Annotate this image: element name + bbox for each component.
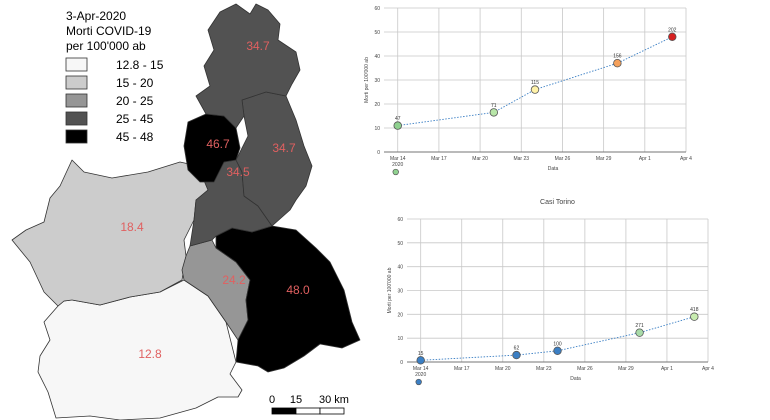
x-tick-label-6: Apr 1 (661, 366, 673, 372)
data-label-0: 15 (418, 351, 424, 357)
data-label-0: 47 (395, 116, 401, 122)
x-tick-label-4: Mar 26 (555, 156, 571, 162)
legend-label-1: 15 - 20 (116, 76, 154, 90)
x-tick-label-7: Apr 4 (702, 366, 714, 372)
scale-bar-segment-2 (295, 407, 321, 415)
scale-bar-label-15: 15 (290, 394, 302, 406)
x-tick-label-5: Mar 29 (596, 156, 612, 162)
province-label-cuneo: 12.8 (138, 347, 162, 361)
province-area-vco (195, 3, 301, 129)
province-label-vco: 34.7 (246, 39, 270, 53)
data-point-4 (668, 32, 677, 41)
y-tick-label-5: 50 (397, 241, 403, 247)
data-label-3: 271 (635, 323, 644, 329)
series-line (420, 316, 695, 361)
legend-swatch-1 (65, 75, 88, 90)
x-tick-label-1: Mar 17 (454, 366, 470, 372)
scale-bar-segment-1 (271, 407, 297, 415)
legend-swatch-0 (65, 57, 88, 72)
y-axis-title: Morti per 100'000 ab (387, 267, 393, 313)
data-label-2: 115 (531, 80, 539, 86)
data-point-4 (690, 312, 699, 321)
province-label-alessandria: 48.0 (286, 283, 310, 297)
x-tick-label-3: Mar 23 (536, 366, 552, 372)
x-tick-label-1: Mar 17 (431, 156, 447, 162)
x-tick-label-2: Mar 20 (472, 156, 488, 162)
data-point-3 (613, 59, 622, 68)
legend-title-line-1: 3-Apr-2020 (66, 9, 126, 23)
y-axis-title: Morti per 100'000 ab (364, 57, 370, 103)
province-label-vercelli: 34.5 (226, 165, 250, 179)
data-label-3: 156 (613, 54, 622, 60)
province-label-biella: 46.7 (206, 137, 230, 151)
data-label-2: 100 (553, 341, 562, 347)
legend-label-4: 45 - 48 (116, 130, 154, 144)
y-tick-label-2: 20 (374, 102, 380, 108)
x-tick-label-7: Apr 4 (680, 156, 692, 162)
legend-title-line-3: per 100'000 ab (66, 39, 146, 53)
chart-title: Casi Torino (540, 199, 575, 206)
data-label-4: 202 (668, 27, 677, 33)
y-tick-label-3: 30 (397, 289, 403, 295)
y-tick-label-0: 0 (400, 360, 403, 366)
legend-label-0: 12.8 - 15 (116, 58, 164, 72)
scale-bar-label-30km: 30 km (319, 394, 349, 406)
data-point-0 (416, 356, 425, 365)
y-tick-label-3: 30 (374, 78, 380, 84)
data-point-2 (530, 85, 540, 94)
below-axis-marker (392, 168, 399, 176)
data-point-3 (635, 328, 644, 337)
y-tick-label-6: 60 (397, 217, 403, 223)
y-tick-label-4: 40 (374, 54, 380, 60)
scale-bar: 0 15 30 km (269, 394, 349, 415)
x-tick-year-label: 2020 (392, 162, 403, 168)
scale-bar-label-0: 0 (269, 394, 275, 406)
province-label-torino: 18.4 (120, 220, 144, 234)
legend-swatch-2 (65, 93, 88, 108)
legend-label-2: 20 - 25 (116, 94, 154, 108)
legend-swatch-3 (65, 111, 88, 126)
y-tick-label-6: 60 (374, 6, 380, 12)
x-tick-label-0: Mar 14 (413, 366, 429, 372)
x-axis-title: Data (570, 376, 581, 382)
data-point-1 (512, 350, 521, 360)
y-tick-label-1: 10 (374, 126, 380, 132)
province-label-asti: 24.2 (222, 273, 246, 287)
y-tick-label-1: 10 (397, 336, 403, 342)
x-tick-label-0: Mar 14 (390, 156, 406, 162)
data-label-1: 62 (514, 346, 520, 352)
data-label-4: 418 (690, 307, 699, 313)
x-tick-year-label: 2020 (415, 372, 426, 378)
x-axis-title: Data (548, 166, 559, 172)
legend-label-3: 25 - 45 (116, 112, 154, 126)
province-area-torino (11, 159, 209, 307)
x-tick-label-5: Mar 29 (618, 366, 634, 372)
y-tick-label-4: 40 (397, 265, 403, 271)
data-point-1 (489, 108, 499, 117)
data-label-1: 71 (491, 103, 497, 109)
chart-piemonte: 0 10 20 30 40 50 60 Mar 14 Mar 17 Mar 20 Mar 23 Mar… (364, 6, 692, 176)
province-labels: 34.7 46.7 34.5 34.7 18.4 24.2 48.0 12.8 (120, 39, 310, 361)
chart-casi-torino: 0 10 20 30 40 50 60 Mar 14 Mar 17 Mar 20 Mar 23 Mar… (387, 199, 714, 386)
data-point-2 (553, 346, 562, 355)
scale-bar-segment-3 (319, 407, 345, 415)
x-tick-label-2: Mar 20 (495, 366, 511, 372)
y-tick-label-5: 50 (374, 30, 380, 36)
below-axis-marker (415, 378, 422, 386)
x-tick-label-6: Apr 1 (639, 156, 651, 162)
x-tick-label-4: Mar 26 (577, 366, 593, 372)
legend-swatch-4 (65, 129, 88, 144)
province-area-alessandria (215, 225, 361, 373)
legend-title-line-2: Morti COVID-19 (66, 24, 152, 38)
x-tick-label-3: Mar 23 (513, 156, 529, 162)
province-label-novara: 34.7 (272, 141, 296, 155)
province-area-novara (235, 91, 313, 227)
y-tick-label-0: 0 (377, 150, 380, 156)
piemonte-map (11, 3, 361, 420)
data-point-0 (393, 121, 402, 130)
map-legend: 3-Apr-2020 Morti COVID-19 per 100'000 ab… (65, 9, 164, 144)
y-tick-label-2: 20 (397, 312, 403, 318)
